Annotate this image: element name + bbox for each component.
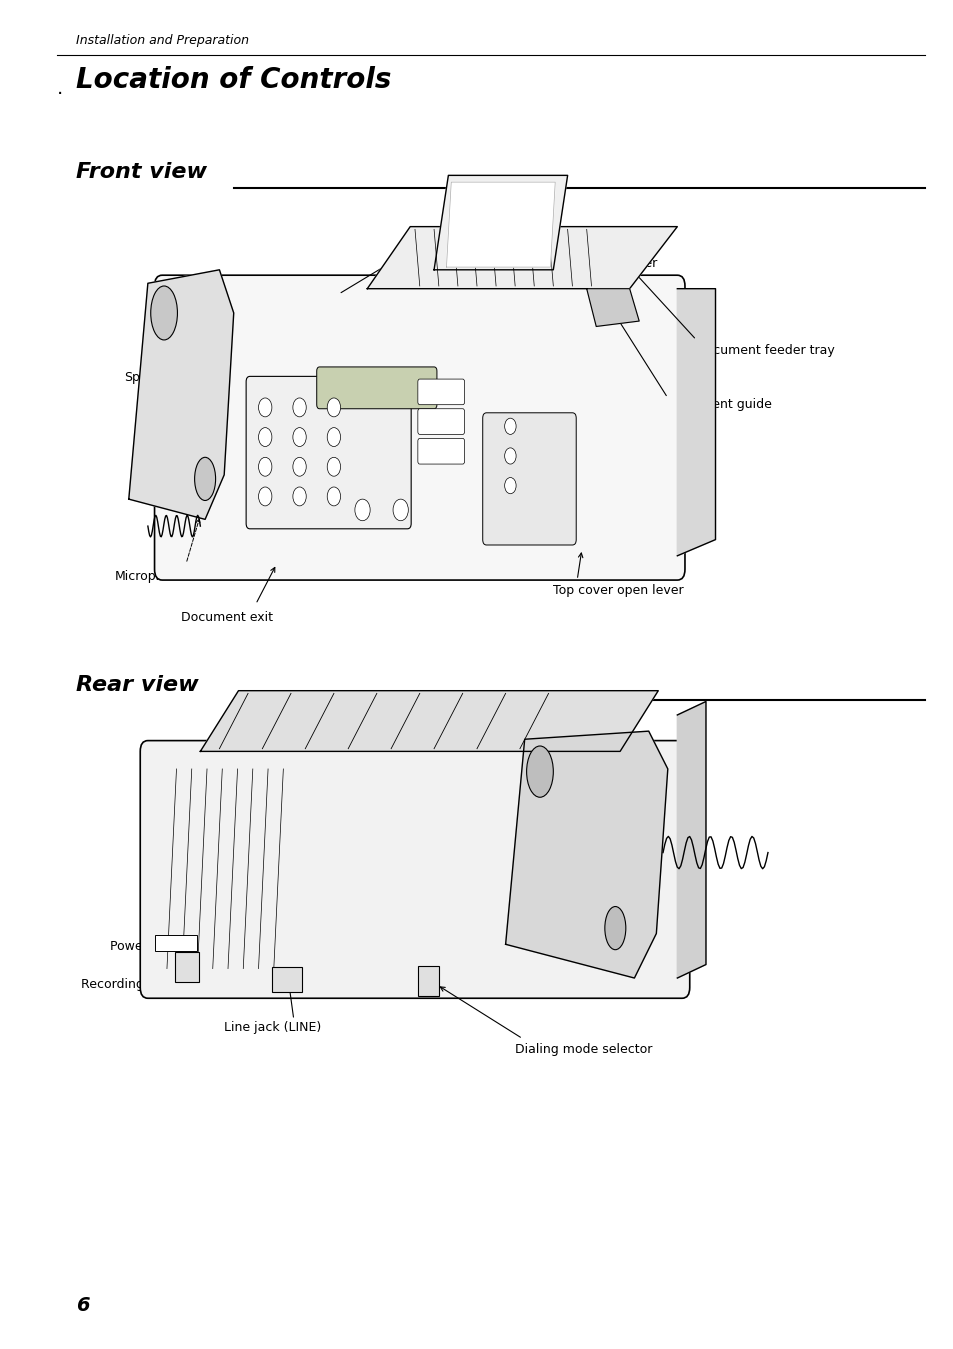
Polygon shape [434, 175, 567, 270]
Circle shape [258, 457, 272, 476]
Ellipse shape [194, 457, 215, 500]
Polygon shape [200, 691, 658, 751]
Text: Paper stacker: Paper stacker [572, 256, 657, 270]
Text: Recording paper exit: Recording paper exit [81, 978, 212, 992]
Polygon shape [677, 289, 715, 556]
Circle shape [504, 418, 516, 434]
FancyBboxPatch shape [154, 275, 684, 580]
Polygon shape [129, 270, 233, 519]
Text: Rear view: Rear view [76, 674, 199, 695]
Ellipse shape [151, 286, 177, 340]
Bar [417, 966, 438, 996]
Text: Top cover open lever: Top cover open lever [553, 584, 683, 598]
FancyBboxPatch shape [246, 376, 411, 529]
Text: Document guide: Document guide [667, 398, 771, 411]
Bar [272, 967, 302, 992]
Text: Document entrance: Document entrance [229, 297, 354, 310]
Polygon shape [586, 289, 639, 326]
Circle shape [355, 499, 370, 521]
Circle shape [258, 428, 272, 447]
Bar [154, 935, 197, 951]
Text: ·: · [57, 85, 64, 104]
Circle shape [258, 398, 272, 417]
Circle shape [258, 487, 272, 506]
Circle shape [504, 448, 516, 464]
Polygon shape [677, 701, 705, 978]
FancyBboxPatch shape [417, 379, 464, 405]
Circle shape [504, 478, 516, 494]
Ellipse shape [604, 907, 625, 950]
Text: Installation and Preparation: Installation and Preparation [76, 34, 249, 47]
Text: Microphone: Microphone [114, 569, 187, 583]
FancyBboxPatch shape [316, 367, 436, 409]
Bar [174, 952, 199, 982]
Text: Dialing mode selector: Dialing mode selector [515, 1043, 652, 1056]
Text: Document feeder tray: Document feeder tray [696, 344, 834, 357]
Text: Front view: Front view [76, 162, 207, 182]
Text: Power inlet: Power inlet [110, 940, 179, 954]
Polygon shape [505, 731, 667, 978]
Text: Speaker: Speaker [124, 371, 174, 384]
Polygon shape [446, 182, 555, 267]
Circle shape [327, 487, 340, 506]
Text: Location of Controls: Location of Controls [76, 66, 392, 94]
Circle shape [327, 398, 340, 417]
FancyBboxPatch shape [482, 413, 576, 545]
FancyBboxPatch shape [140, 741, 689, 998]
FancyBboxPatch shape [417, 438, 464, 464]
Circle shape [327, 457, 340, 476]
Circle shape [293, 487, 306, 506]
Circle shape [293, 428, 306, 447]
Text: 6: 6 [76, 1296, 90, 1315]
FancyBboxPatch shape [417, 409, 464, 434]
Circle shape [293, 398, 306, 417]
Text: Document exit: Document exit [181, 611, 273, 625]
Text: Line jack (LINE): Line jack (LINE) [224, 1021, 321, 1035]
Circle shape [393, 499, 408, 521]
Circle shape [327, 428, 340, 447]
Ellipse shape [526, 746, 553, 797]
Polygon shape [367, 227, 677, 289]
Circle shape [293, 457, 306, 476]
